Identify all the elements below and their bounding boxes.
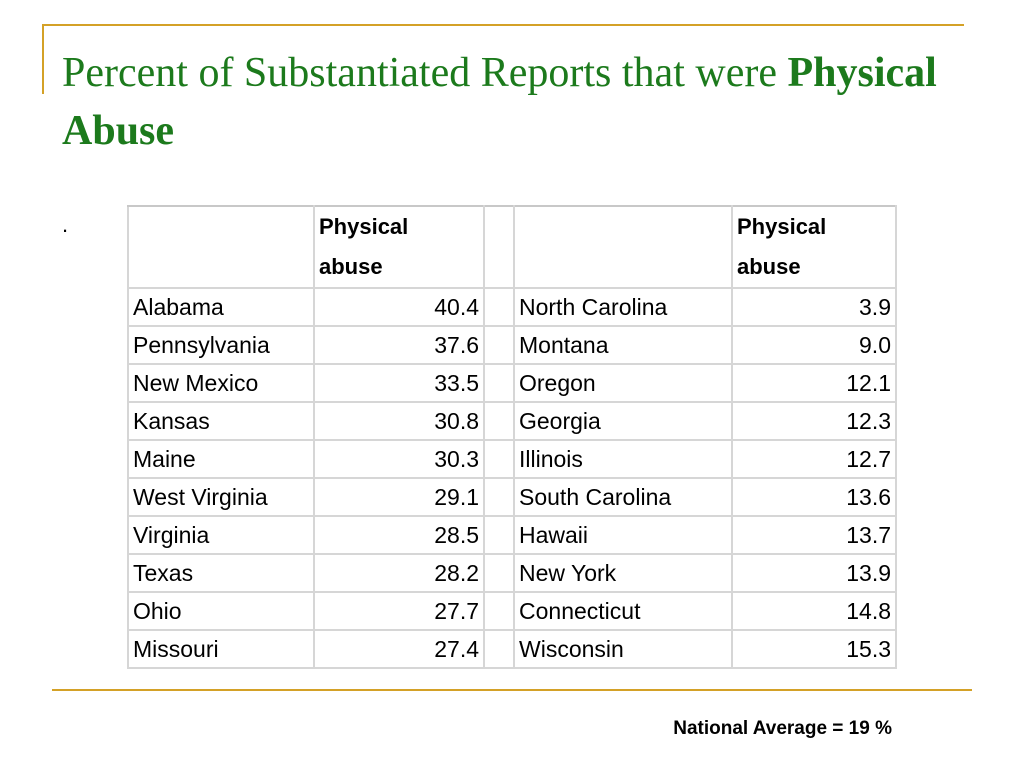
table-row: Alabama 40.4 North Carolina 3.9 (127, 287, 897, 327)
table-row: Ohio 27.7 Connecticut 14.8 (127, 591, 897, 631)
state-left-cell: New Mexico (127, 363, 315, 403)
value-right-cell: 12.1 (731, 363, 897, 403)
value-right-cell: 12.7 (731, 439, 897, 479)
value-right-cell: 14.8 (731, 591, 897, 631)
value-left-cell: 29.1 (313, 477, 485, 517)
table-row: Texas 28.2 New York 13.9 (127, 553, 897, 593)
gap-cell (483, 363, 515, 403)
state-left-cell: Kansas (127, 401, 315, 441)
value-right-cell: 3.9 (731, 287, 897, 327)
state-right-cell: Hawaii (513, 515, 733, 555)
value-right-cell: 15.3 (731, 629, 897, 669)
table-row: Missouri 27.4 Wisconsin 15.3 (127, 629, 897, 669)
value-left-cell: 40.4 (313, 287, 485, 327)
value-right-cell: 9.0 (731, 325, 897, 365)
value-left-cell: 28.5 (313, 515, 485, 555)
table-row: Virginia 28.5 Hawaii 13.7 (127, 515, 897, 555)
state-left-cell: Pennsylvania (127, 325, 315, 365)
gap-cell (483, 325, 515, 365)
table-row: Maine 30.3 Illinois 12.7 (127, 439, 897, 479)
state-left-cell: Missouri (127, 629, 315, 669)
title-prefix: Percent of Substantiated Reports that we… (62, 50, 788, 96)
value-left-cell: 30.8 (313, 401, 485, 441)
value-right-cell: 13.6 (731, 477, 897, 517)
frame-bottom-line (52, 689, 972, 691)
state-right-cell: Oregon (513, 363, 733, 403)
header-line2: abuse (319, 254, 383, 279)
gap-cell (483, 401, 515, 441)
header-line2: abuse (737, 254, 801, 279)
value-left-cell: 27.7 (313, 591, 485, 631)
state-left-cell: Virginia (127, 515, 315, 555)
header-empty-left (127, 205, 315, 289)
value-left-cell: 28.2 (313, 553, 485, 593)
table-row: Kansas 30.8 Georgia 12.3 (127, 401, 897, 441)
value-right-cell: 13.7 (731, 515, 897, 555)
gap-cell (483, 477, 515, 517)
state-right-cell: North Carolina (513, 287, 733, 327)
value-left-cell: 37.6 (313, 325, 485, 365)
frame-left-line (42, 24, 44, 94)
gap-cell (483, 439, 515, 479)
state-left-cell: Alabama (127, 287, 315, 327)
slide-title: Percent of Substantiated Reports that we… (62, 44, 962, 160)
title-bold: Physical Abuse (62, 50, 937, 154)
physical-abuse-table: Physical abuse Physical abuse Alabama 40.… (127, 205, 897, 669)
header-physical-abuse-right: Physical abuse (731, 205, 897, 289)
state-left-cell: West Virginia (127, 477, 315, 517)
national-average-note: National Average = 19 % (673, 718, 892, 739)
header-line1: Physical (319, 214, 409, 239)
table-row: Pennsylvania 37.6 Montana 9.0 (127, 325, 897, 365)
header-physical-abuse-left: Physical abuse (313, 205, 485, 289)
header-gap (483, 205, 515, 289)
state-right-cell: Wisconsin (513, 629, 733, 669)
value-right-cell: 13.9 (731, 553, 897, 593)
value-left-cell: 27.4 (313, 629, 485, 669)
state-right-cell: South Carolina (513, 477, 733, 517)
state-left-cell: Texas (127, 553, 315, 593)
state-right-cell: Montana (513, 325, 733, 365)
gap-cell (483, 515, 515, 555)
value-left-cell: 30.3 (313, 439, 485, 479)
header-empty-right (513, 205, 733, 289)
header-line1: Physical (737, 214, 827, 239)
state-right-cell: Illinois (513, 439, 733, 479)
state-left-cell: Ohio (127, 591, 315, 631)
state-left-cell: Maine (127, 439, 315, 479)
state-right-cell: Connecticut (513, 591, 733, 631)
gap-cell (483, 629, 515, 669)
value-left-cell: 33.5 (313, 363, 485, 403)
gap-cell (483, 287, 515, 327)
gap-cell (483, 591, 515, 631)
bullet-dot: . (62, 212, 69, 237)
state-right-cell: Georgia (513, 401, 733, 441)
table-row: West Virginia 29.1 South Carolina 13.6 (127, 477, 897, 517)
frame-top-line (42, 24, 964, 26)
state-right-cell: New York (513, 553, 733, 593)
table-row: New Mexico 33.5 Oregon 12.1 (127, 363, 897, 403)
gap-cell (483, 553, 515, 593)
value-right-cell: 12.3 (731, 401, 897, 441)
table-header-row: Physical abuse Physical abuse (127, 205, 897, 289)
